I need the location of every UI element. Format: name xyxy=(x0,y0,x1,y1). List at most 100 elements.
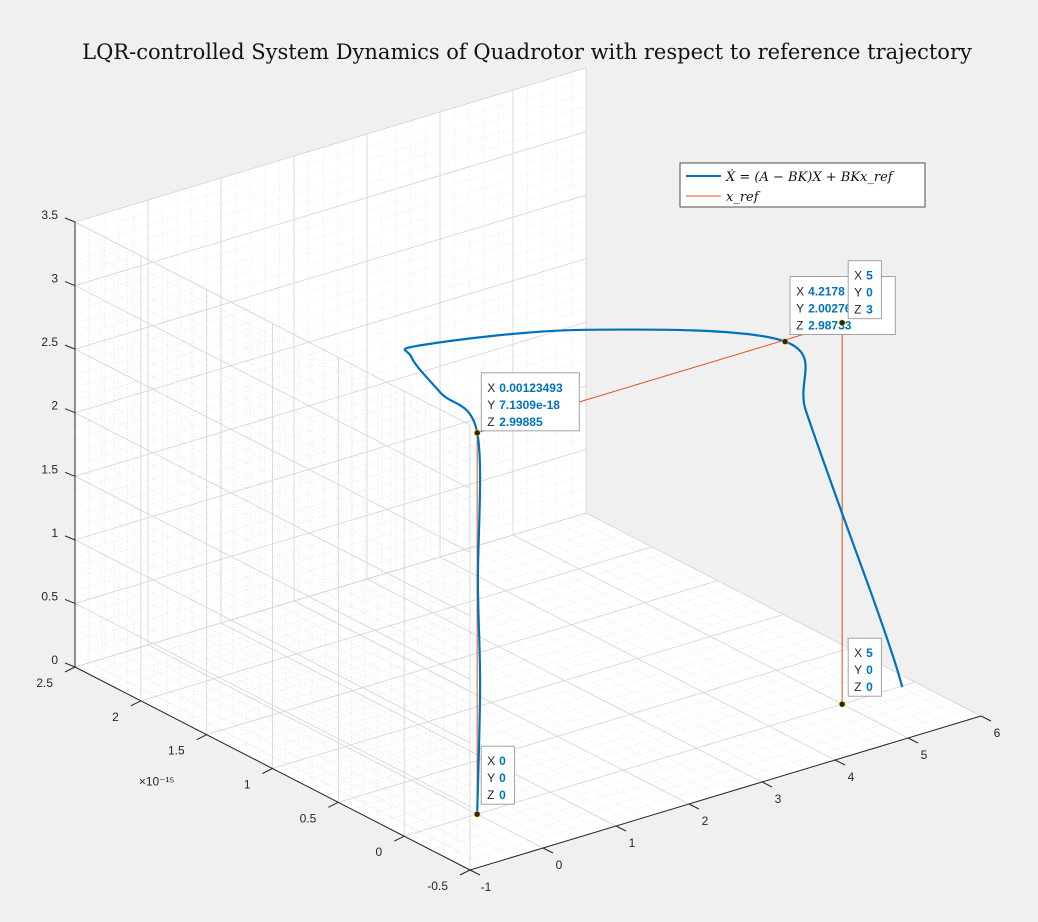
datatip-key: Y xyxy=(854,663,862,677)
minor-grid-line xyxy=(74,283,587,439)
datatip-key: Y xyxy=(854,286,862,300)
x-tick-mark xyxy=(834,759,846,766)
datatip-value: 2.99885 xyxy=(499,415,543,429)
axis-ticks: -1 0 1 2 3 4 5 6 -0.5 0 0.5 1 1.5 2 2.5 ×10⁻¹⁵ 0 0.5 1 1.5 2… xyxy=(36,208,1000,894)
major-grid-line xyxy=(74,221,471,426)
minor-grid-line xyxy=(74,118,587,274)
datatip-box xyxy=(480,372,580,432)
x-tick-label: 3 xyxy=(775,792,782,806)
minor-grid-line xyxy=(74,461,587,617)
minor-grid-line xyxy=(74,93,587,248)
legend-box xyxy=(679,162,926,208)
z-tick-mark xyxy=(64,344,76,350)
z-tick-label: 2.5 xyxy=(41,335,58,349)
datatip-key: X xyxy=(854,269,862,283)
datatip-key: Y xyxy=(487,398,495,412)
minor-grid-line xyxy=(74,169,587,325)
y-tick-mark xyxy=(393,835,405,842)
datatip-value: 7.1309e-18 xyxy=(499,398,560,412)
legend-entry-reference: x_ref xyxy=(726,190,761,205)
major-grid-line xyxy=(74,348,471,553)
z-tick-mark xyxy=(64,471,76,477)
minor-grid-line xyxy=(74,334,587,490)
major-grid-line xyxy=(140,546,652,702)
z-tick-label: 3.5 xyxy=(41,208,58,222)
y-tick-mark xyxy=(130,700,142,707)
legend[interactable]: Ẋ = (A − BK)X + BKx_ref x_ref xyxy=(679,162,926,208)
major-grid-line xyxy=(206,580,718,736)
minor-grid-line xyxy=(232,593,745,749)
x-tick-label: 1 xyxy=(629,836,636,850)
datatip-key: Z xyxy=(796,319,803,333)
x-tick-label: 6 xyxy=(994,726,1001,740)
series-layer xyxy=(403,322,904,816)
datatip-key: X xyxy=(854,646,862,660)
major-grid-line xyxy=(74,449,587,604)
datatip[interactable]: X 0.00123493 Y 7.1309e-18 Z 2.99885 xyxy=(473,372,580,437)
y-tick-mark xyxy=(64,666,76,673)
minor-grid-line xyxy=(74,487,587,642)
minor-grid-line xyxy=(74,436,587,592)
minor-grid-line xyxy=(74,182,587,337)
y-tick-label: 1 xyxy=(244,778,251,792)
datatip-value: 2.98733 xyxy=(808,319,852,333)
minor-grid-line xyxy=(74,156,587,312)
z-tick-label: 0.5 xyxy=(41,589,58,603)
minor-grid-line xyxy=(74,499,587,655)
minor-grid-line xyxy=(390,675,903,830)
datatip-value: 0 xyxy=(866,680,873,694)
z-tick-label: 3 xyxy=(51,272,58,286)
major-grid-line xyxy=(272,614,784,769)
z-tick-mark xyxy=(64,217,76,223)
z-tick-label: 1.5 xyxy=(41,462,58,476)
x-axis-line xyxy=(469,715,982,871)
minor-grid-line xyxy=(167,560,679,715)
x-tick-mark xyxy=(907,737,919,744)
y-tick-label: 0.5 xyxy=(300,811,317,825)
z-tick-mark xyxy=(64,662,76,668)
datatip-key: X xyxy=(487,381,495,395)
minor-grid-line xyxy=(74,474,587,630)
minor-grid-line xyxy=(74,245,587,401)
z-tick-label: 1 xyxy=(51,526,58,540)
minor-grid-line xyxy=(74,410,587,566)
x-tick-mark xyxy=(469,869,481,876)
minor-grid-line xyxy=(298,627,810,783)
major-grid-line xyxy=(74,67,587,223)
datatip[interactable]: X 5Y 0Z 0 xyxy=(838,637,882,708)
minor-grid-line xyxy=(285,620,797,776)
minor-grid-line xyxy=(74,80,587,236)
major-grid-line xyxy=(74,539,471,744)
minor-grid-line xyxy=(74,143,587,299)
datatip-marker xyxy=(473,429,481,437)
z-tick-label: 2 xyxy=(51,399,58,413)
x-tick-mark xyxy=(761,781,773,788)
x-tick-label: 4 xyxy=(848,770,855,784)
minor-grid-line xyxy=(180,566,692,722)
minor-grid-line xyxy=(153,553,666,708)
major-grid-line xyxy=(74,603,471,807)
datatip[interactable]: X 0Y 0Z 0 xyxy=(473,745,515,818)
minor-grid-line xyxy=(74,220,587,375)
major-grid-line xyxy=(74,475,471,680)
minor-grid-line xyxy=(246,600,758,756)
datatip[interactable]: X 5Y 0Z 3 xyxy=(838,260,882,327)
datatip-value: 0 xyxy=(499,754,506,768)
chart-title: LQR-controlled System Dynamics of Quadro… xyxy=(82,40,972,64)
y-tick-mark xyxy=(328,801,339,808)
datatip-value: 0.00123493 xyxy=(499,381,563,395)
x-tick-label: 5 xyxy=(921,748,928,762)
y-tick-label: -0.5 xyxy=(427,879,448,893)
datatip-key: Z xyxy=(854,680,861,694)
datatip-key: X xyxy=(796,285,804,299)
datatip-key: Z xyxy=(487,415,494,429)
datatip-value: 3 xyxy=(866,303,873,317)
datatip-marker xyxy=(838,700,846,708)
minor-grid-line xyxy=(74,207,587,363)
series-trajectory-line xyxy=(403,328,904,816)
datatip-marker xyxy=(473,810,481,818)
datatip-box xyxy=(847,260,882,320)
minor-grid-line xyxy=(219,587,731,742)
